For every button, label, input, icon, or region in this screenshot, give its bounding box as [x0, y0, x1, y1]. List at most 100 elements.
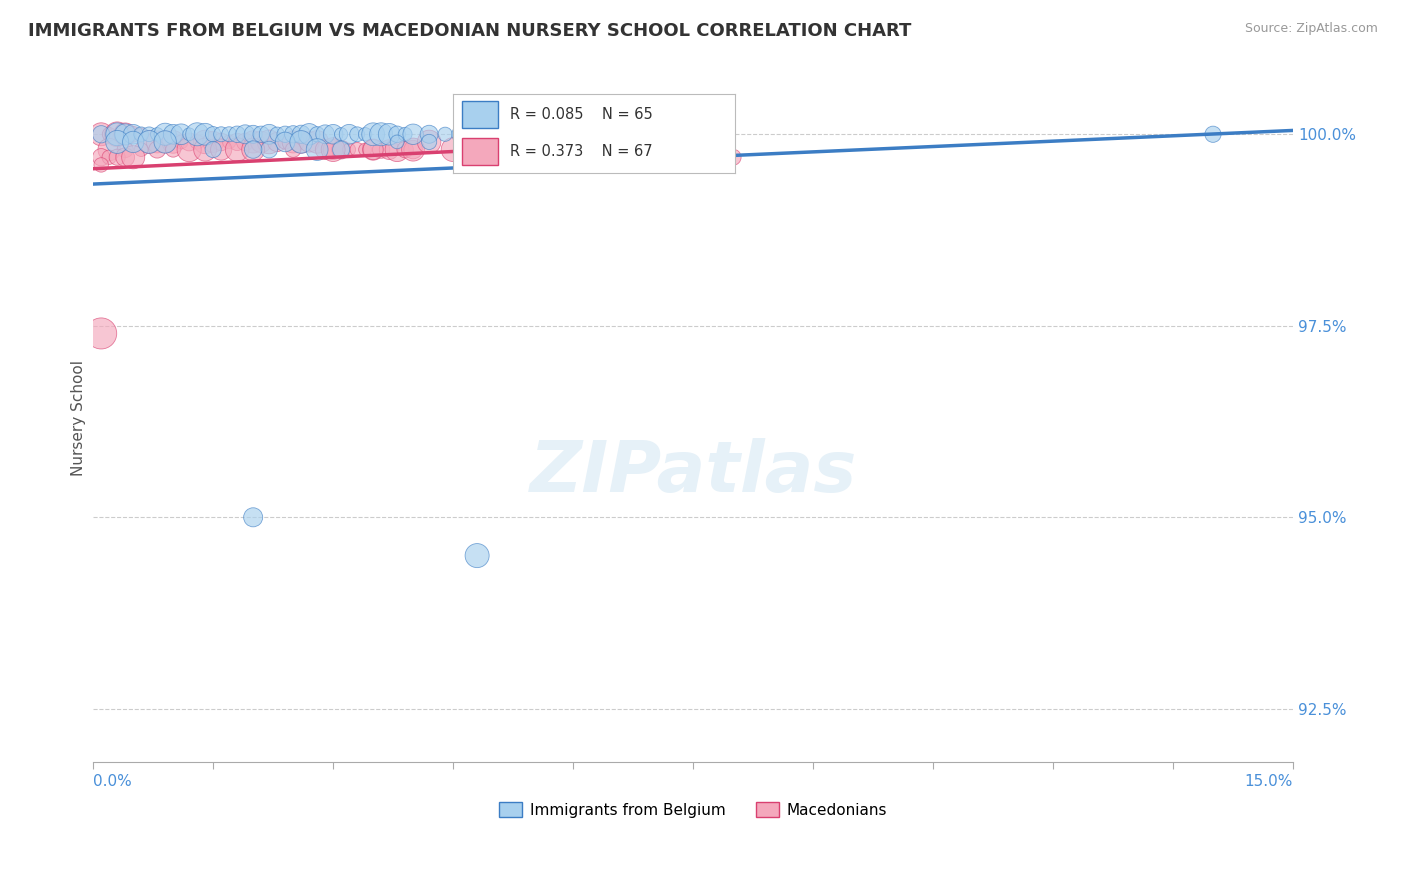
Point	[322, 143, 344, 157]
Point	[385, 128, 408, 142]
Point	[330, 143, 353, 157]
Point	[361, 143, 384, 157]
Point	[450, 135, 472, 149]
Point	[418, 135, 440, 149]
Point	[266, 128, 288, 142]
Point	[226, 128, 249, 142]
Point	[378, 128, 401, 142]
Point	[233, 135, 256, 149]
Point	[138, 135, 160, 149]
Point	[498, 128, 520, 142]
Y-axis label: Nursery School: Nursery School	[72, 359, 86, 475]
Point	[346, 128, 368, 142]
Point	[138, 135, 160, 149]
Point	[153, 135, 176, 149]
Point	[578, 128, 600, 142]
Point	[290, 135, 312, 149]
Point	[257, 128, 280, 142]
Point	[385, 135, 408, 149]
Point	[283, 135, 305, 149]
Point	[290, 135, 312, 149]
Point	[522, 135, 544, 149]
Point	[465, 128, 488, 142]
Text: 0.0%: 0.0%	[93, 774, 132, 789]
Point	[242, 143, 264, 157]
Point	[530, 128, 553, 142]
Point	[562, 128, 585, 142]
Point	[90, 150, 112, 164]
Point	[361, 143, 384, 157]
Point	[218, 135, 240, 149]
Point	[418, 135, 440, 149]
Point	[226, 135, 249, 149]
Point	[202, 143, 225, 157]
Point	[146, 128, 169, 142]
Point	[434, 128, 457, 142]
Point	[202, 135, 225, 149]
Point	[378, 143, 401, 157]
Point	[138, 128, 160, 142]
Point	[482, 128, 505, 142]
Point	[394, 143, 416, 157]
Point	[105, 128, 128, 142]
Point	[546, 128, 568, 142]
Point	[337, 143, 360, 157]
Point	[513, 128, 536, 142]
Text: ZIPatlas: ZIPatlas	[530, 438, 856, 508]
Point	[179, 128, 201, 142]
Point	[307, 128, 329, 142]
Text: 15.0%: 15.0%	[1244, 774, 1294, 789]
Point	[290, 128, 312, 142]
Point	[209, 135, 232, 149]
Point	[129, 143, 152, 157]
Point	[394, 128, 416, 142]
Point	[233, 128, 256, 142]
Point	[194, 143, 217, 157]
Point	[330, 143, 353, 157]
Point	[105, 128, 128, 142]
Point	[370, 143, 392, 157]
Point	[162, 135, 184, 149]
Point	[337, 128, 360, 142]
Point	[114, 128, 136, 142]
Point	[170, 135, 193, 149]
Point	[441, 143, 464, 157]
Point	[179, 135, 201, 149]
Point	[266, 135, 288, 149]
Point	[283, 128, 305, 142]
Point	[721, 150, 744, 164]
Point	[90, 158, 112, 172]
Point	[257, 135, 280, 149]
Point	[218, 128, 240, 142]
Point	[257, 143, 280, 157]
Point	[274, 135, 297, 149]
Point	[186, 135, 208, 149]
Point	[122, 128, 145, 142]
Point	[98, 150, 121, 164]
Text: Source: ZipAtlas.com: Source: ZipAtlas.com	[1244, 22, 1378, 36]
Point	[354, 143, 377, 157]
Point	[90, 326, 112, 341]
Text: IMMIGRANTS FROM BELGIUM VS MACEDONIAN NURSERY SCHOOL CORRELATION CHART: IMMIGRANTS FROM BELGIUM VS MACEDONIAN NU…	[28, 22, 911, 40]
Point	[162, 128, 184, 142]
Point	[98, 128, 121, 142]
Point	[354, 128, 377, 142]
Point	[458, 135, 481, 149]
Point	[322, 128, 344, 142]
Point	[90, 128, 112, 142]
Point	[114, 150, 136, 164]
Point	[385, 143, 408, 157]
Point	[314, 128, 336, 142]
Point	[450, 128, 472, 142]
Point	[250, 128, 273, 142]
Point	[114, 128, 136, 142]
Point	[153, 135, 176, 149]
Point	[114, 143, 136, 157]
Point	[226, 143, 249, 157]
Point	[146, 143, 169, 157]
Point	[209, 143, 232, 157]
Point	[370, 128, 392, 142]
Point	[402, 128, 425, 142]
Point	[179, 143, 201, 157]
Point	[402, 143, 425, 157]
